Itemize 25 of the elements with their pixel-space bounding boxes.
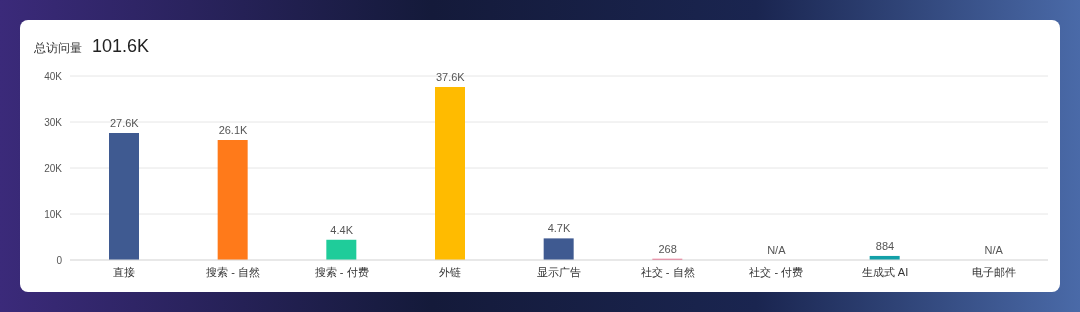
data-label: 4.4K (330, 223, 354, 236)
y-tick-label: 20K (44, 162, 63, 174)
y-tick-label: 10K (44, 208, 63, 220)
data-label: 27.6K (109, 117, 140, 130)
data-label: 884 (875, 239, 895, 252)
y-tick-label: 0 (56, 254, 63, 266)
chart-title: 总访问量 (34, 40, 82, 57)
x-tick-label: 电子邮件 (971, 265, 1016, 278)
x-tick-label: 社交 - 付费 (749, 265, 804, 278)
y-tick-label: 30K (44, 116, 63, 128)
x-tick-label: 社交 - 自然 (640, 265, 695, 278)
chart-subtitle: 101.6K (92, 36, 150, 57)
x-tick-label: 搜索 - 付费 (314, 265, 369, 278)
x-tick-label: 搜索 - 自然 (206, 265, 260, 278)
y-tick-label: 40K (44, 70, 63, 82)
x-tick-label: 直接 (113, 265, 136, 278)
data-label: 268 (658, 242, 677, 255)
x-tick-label: 生成式 AI (861, 265, 909, 278)
data-label: 37.6K (435, 71, 466, 84)
text: N/A (767, 244, 786, 256)
x-tick-label: 外链 (439, 265, 462, 278)
data-label: 4.7K (547, 222, 571, 235)
x-tick-label: 显示广告 (537, 265, 581, 278)
text: N/A (984, 244, 1003, 256)
data-label: 26.1K (218, 123, 249, 136)
